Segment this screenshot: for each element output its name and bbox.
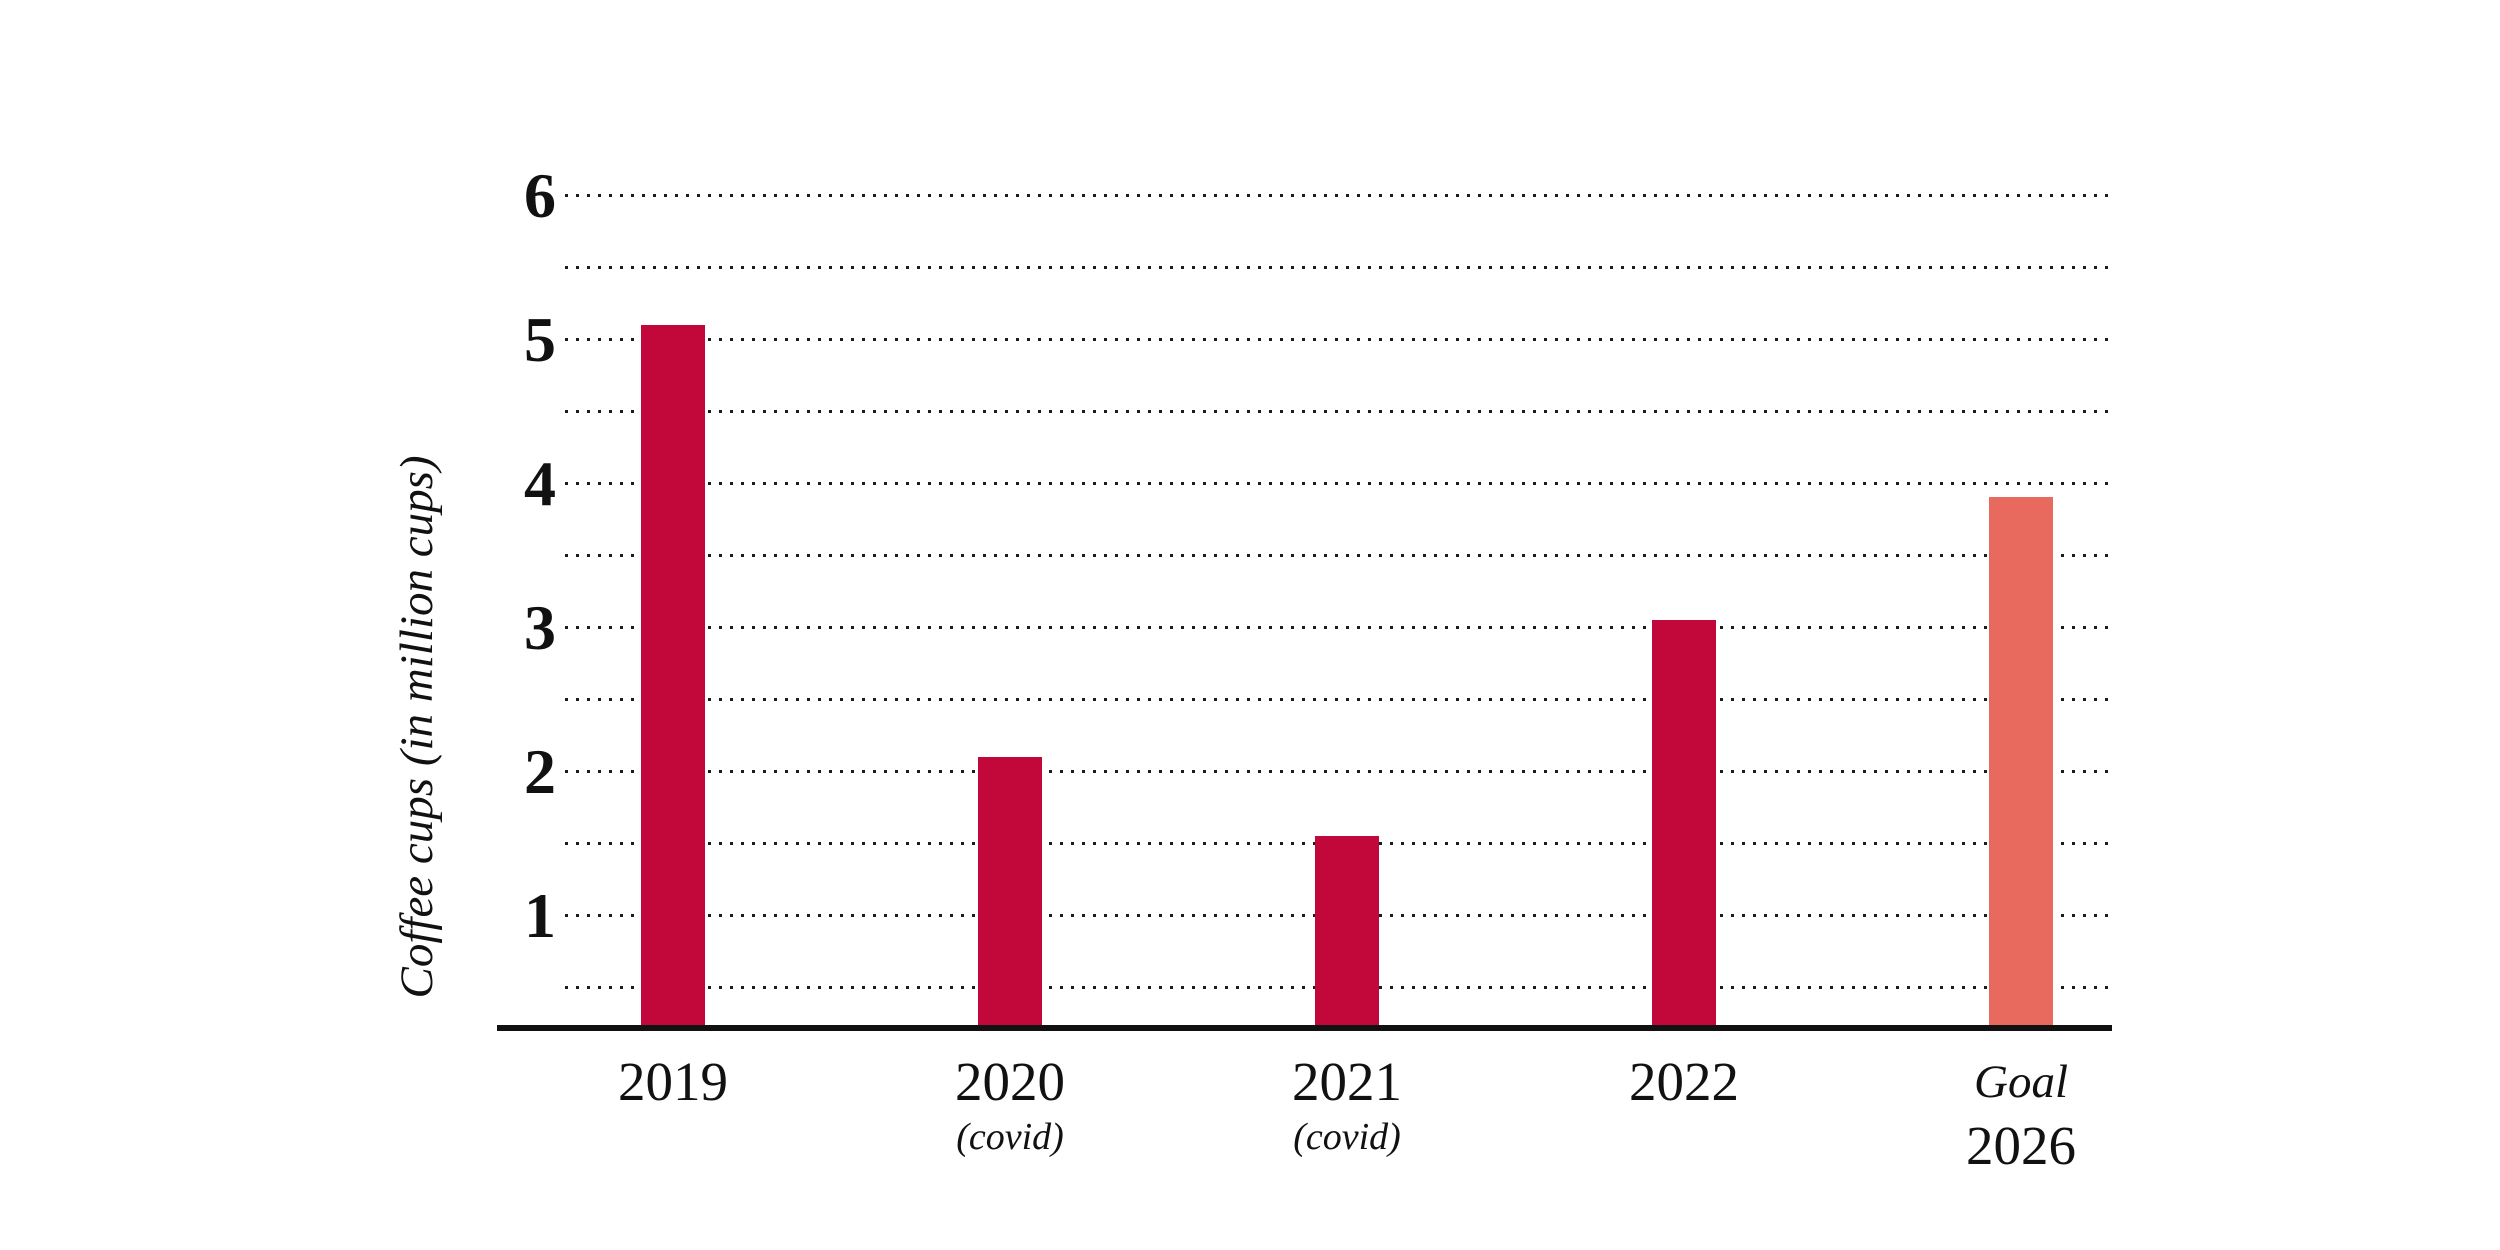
gridline-3.5 <box>565 554 2112 557</box>
x-axis-line <box>497 1025 2112 1031</box>
x-label-2021: 2021 <box>1292 1051 1402 1112</box>
y-tick-label-2: 2 <box>524 736 556 807</box>
bar-goal <box>1989 497 2053 1025</box>
y-tick-label-1: 1 <box>524 880 556 951</box>
y-tick-label-5: 5 <box>524 304 556 375</box>
gridline-4 <box>565 482 2112 485</box>
bar-2021 <box>1315 835 1379 1025</box>
gridline-3 <box>565 626 2112 629</box>
y-tick-label-3: 3 <box>524 592 556 663</box>
x-label-block-2022: 2022 <box>1514 1052 1854 1112</box>
gridline-2.5 <box>565 698 2112 701</box>
x-label-2022: 2022 <box>1629 1051 1739 1112</box>
x-sublabel-covid: (covid) <box>1293 1116 1401 1158</box>
gridline-4.5 <box>565 410 2112 413</box>
x-label-block-goal: Goal 2026 <box>1851 1052 2191 1176</box>
gridline-2 <box>565 770 2112 773</box>
x-label-goal: Goal <box>1974 1056 2068 1108</box>
x-label-2019: 2019 <box>618 1051 728 1112</box>
y-tick-label-4: 4 <box>524 448 556 519</box>
gridline-5.5 <box>565 266 2112 269</box>
x-label-block-2020: 2020 (covid) <box>840 1052 1180 1160</box>
y-tick-label-6: 6 <box>524 160 556 231</box>
x-sublabel-2026: 2026 <box>1966 1115 2076 1176</box>
x-sublabel-covid: (covid) <box>956 1116 1064 1158</box>
x-label-block-2021: 2021 (covid) <box>1177 1052 1517 1160</box>
x-label-2020: 2020 <box>955 1051 1065 1112</box>
gridline-5 <box>565 338 2112 341</box>
bar-2022 <box>1652 619 1716 1025</box>
gridline-6 <box>565 194 2112 197</box>
bar-2020 <box>978 756 1042 1025</box>
bar-2019 <box>641 324 705 1025</box>
x-label-block-2019: 2019 <box>503 1052 843 1112</box>
